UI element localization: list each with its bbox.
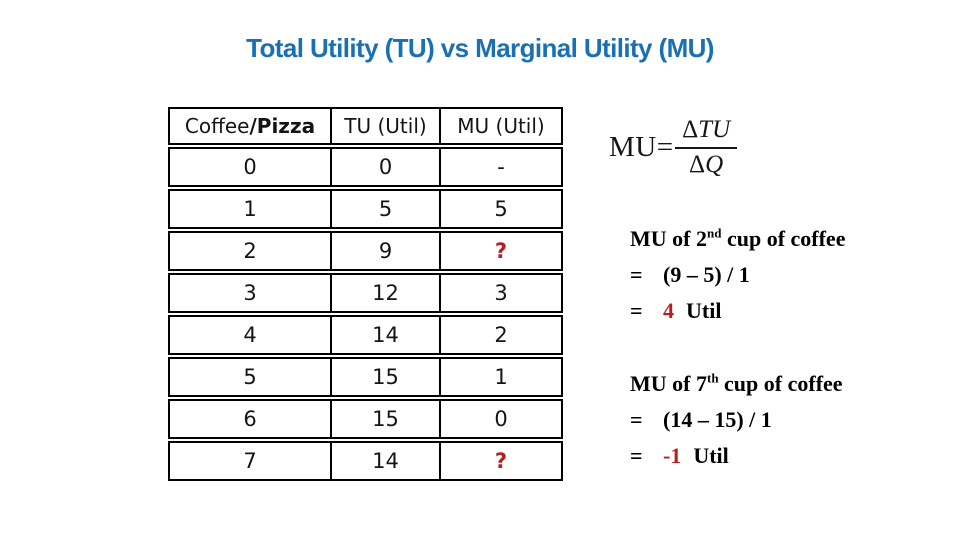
qty-cell: 4 — [168, 315, 332, 355]
eq-sign: = — [630, 298, 643, 323]
ordinal-superscript: th — [706, 370, 719, 386]
table-row: 5 15 1 — [168, 357, 563, 397]
heading-text: MU of 2 — [630, 226, 707, 251]
result-value: -1 — [663, 443, 682, 468]
table-row: 7 14 ? — [168, 441, 563, 481]
eq-expression: (14 – 15) / 1 — [663, 407, 772, 432]
mu-cell: 5 — [439, 189, 563, 229]
tu-cell: 5 — [330, 189, 441, 229]
denominator-variable: Q — [705, 150, 724, 178]
fraction-denominator: ΔQ — [689, 149, 723, 180]
tu-cell: 14 — [330, 441, 441, 481]
example-heading: MU of 2nd cup of coffee — [630, 221, 960, 257]
tu-cell: 14 — [330, 315, 441, 355]
tu-cell: 12 — [330, 273, 441, 313]
table-row: 1 5 5 — [168, 189, 563, 229]
heading-text: cup of coffee — [718, 371, 843, 396]
header-pizza-label: /Pizza — [249, 114, 316, 138]
result-unit: Util — [693, 443, 729, 468]
qty-cell: 7 — [168, 441, 332, 481]
example-result-line: = 4 Util — [630, 293, 960, 329]
example-heading: MU of 7th cup of coffee — [630, 366, 960, 402]
table-row: 2 9 ? — [168, 231, 563, 271]
tu-cell: 15 — [330, 357, 441, 397]
delta-symbol: Δ — [682, 116, 699, 143]
table-header-row: Coffee/Pizza TU (Util) MU (Util) — [168, 107, 563, 145]
mu-cell: 1 — [439, 357, 563, 397]
result-unit: Util — [686, 298, 722, 323]
delta-symbol: Δ — [689, 150, 706, 178]
example-eq-line: = (14 – 15) / 1 — [630, 402, 960, 438]
tu-cell: 15 — [330, 399, 441, 439]
ordinal-superscript: nd — [706, 225, 722, 241]
qty-cell: 2 — [168, 231, 332, 271]
table-row: 0 0 - — [168, 147, 563, 187]
eq-sign: = — [630, 407, 643, 432]
mu-cell: 0 — [439, 399, 563, 439]
mu-cell: ? — [439, 231, 563, 271]
mu-formula: MU = ΔTU ΔQ — [609, 116, 738, 180]
eq-sign: = — [630, 443, 643, 468]
result-value: 4 — [663, 298, 674, 323]
mu-cell: ? — [439, 441, 563, 481]
tu-cell: 9 — [330, 231, 441, 271]
qty-cell: 3 — [168, 273, 332, 313]
header-cell-coffee-pizza: Coffee/Pizza — [168, 107, 332, 145]
qty-cell: 0 — [168, 147, 332, 187]
mu-cell: - — [439, 147, 563, 187]
qty-cell: 1 — [168, 189, 332, 229]
example-block-2: MU of 7th cup of coffee = (14 – 15) / 1 =… — [630, 366, 960, 474]
formula-fraction: ΔTU ΔQ — [675, 116, 738, 180]
header-cell-tu: TU (Util) — [330, 107, 441, 145]
formula-lhs: MU — [609, 131, 657, 164]
eq-sign: = — [630, 262, 643, 287]
tu-cell: 0 — [330, 147, 441, 187]
table-row: 6 15 0 — [168, 399, 563, 439]
example-eq-line: = (9 – 5) / 1 — [630, 257, 960, 293]
heading-text: cup of coffee — [721, 226, 846, 251]
table-row: 3 12 3 — [168, 273, 563, 313]
example-result-line: = -1 Util — [630, 438, 960, 474]
qty-cell: 6 — [168, 399, 332, 439]
numerator-variable: TU — [698, 116, 731, 143]
header-coffee-label: Coffee — [184, 114, 250, 138]
header-cell-mu: MU (Util) — [439, 107, 563, 145]
utility-table: Coffee/Pizza TU (Util) MU (Util) 0 0 - 1… — [168, 107, 563, 481]
qty-cell: 5 — [168, 357, 332, 397]
mu-cell: 3 — [439, 273, 563, 313]
fraction-numerator: ΔTU — [675, 116, 738, 149]
table-row: 4 14 2 — [168, 315, 563, 355]
heading-text: MU of 7 — [630, 371, 707, 396]
formula-equals: = — [656, 131, 674, 164]
mu-cell: 2 — [439, 315, 563, 355]
example-block-1: MU of 2nd cup of coffee = (9 – 5) / 1 = 4 U… — [630, 221, 960, 329]
page-title: Total Utility (TU) vs Marginal Utility (… — [246, 33, 714, 63]
eq-expression: (9 – 5) / 1 — [663, 262, 750, 287]
